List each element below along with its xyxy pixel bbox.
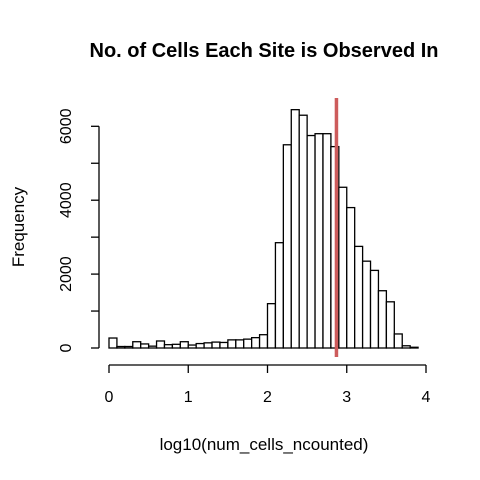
y-tick-label: 4000 (58, 182, 75, 218)
histogram-bar (314, 133, 324, 349)
histogram-bar (393, 333, 403, 349)
x-tick-label: 2 (263, 389, 272, 406)
histogram-bar (171, 343, 181, 349)
histogram-bar (243, 338, 253, 349)
histogram-bar (187, 344, 197, 349)
histogram-bar (155, 340, 166, 349)
histogram-bar (346, 206, 356, 349)
histogram-bar (179, 341, 189, 349)
histogram-bar (227, 339, 237, 349)
histogram-bar (108, 337, 118, 349)
histogram-bar (211, 341, 221, 349)
x-tick-label: 1 (184, 389, 193, 406)
histogram-bar (409, 346, 419, 349)
x-axis: 0 1 2 3 4 (105, 364, 431, 406)
y-tick-label: 2000 (58, 256, 75, 292)
y-axis-label: Frequency (9, 186, 28, 267)
histogram-bar (322, 133, 332, 349)
histogram-bar (306, 134, 316, 349)
histogram-bar (290, 109, 300, 349)
histogram-bar (385, 301, 395, 349)
histogram-bar (369, 269, 380, 349)
histogram-bar (235, 339, 245, 349)
histogram-bar (124, 345, 134, 349)
histogram-bar (401, 345, 411, 349)
histogram-bar (219, 341, 229, 349)
histogram-bar (377, 290, 388, 349)
histogram-bar (140, 343, 150, 349)
x-tick-label: 4 (422, 389, 431, 406)
y-tick-label: 6000 (58, 108, 75, 144)
histogram-bar (266, 303, 277, 349)
histogram-bar (116, 345, 126, 349)
histogram-bar (147, 345, 158, 349)
x-tick-label: 0 (105, 389, 114, 406)
histogram-bar (163, 344, 174, 349)
histogram-bar (203, 342, 213, 349)
histogram-bar (338, 186, 348, 349)
y-axis: 0 2000 4000 6000 (58, 108, 100, 352)
histogram-bar (354, 245, 364, 349)
histogram-bar (195, 342, 205, 349)
histogram-bar (298, 114, 308, 349)
y-tick-label: 0 (58, 343, 75, 352)
histogram-bar (132, 341, 142, 349)
histogram-bar (282, 144, 292, 349)
histogram-bar (250, 336, 261, 349)
histogram-bar (274, 242, 285, 349)
x-tick-label: 3 (342, 389, 351, 406)
x-axis-label: log10(num_cells_ncounted) (160, 435, 369, 454)
histogram-bar (258, 334, 269, 349)
chart-title: No. of Cells Each Site is Observed In (90, 40, 439, 62)
bars (108, 109, 419, 349)
histogram-bar (361, 260, 372, 349)
